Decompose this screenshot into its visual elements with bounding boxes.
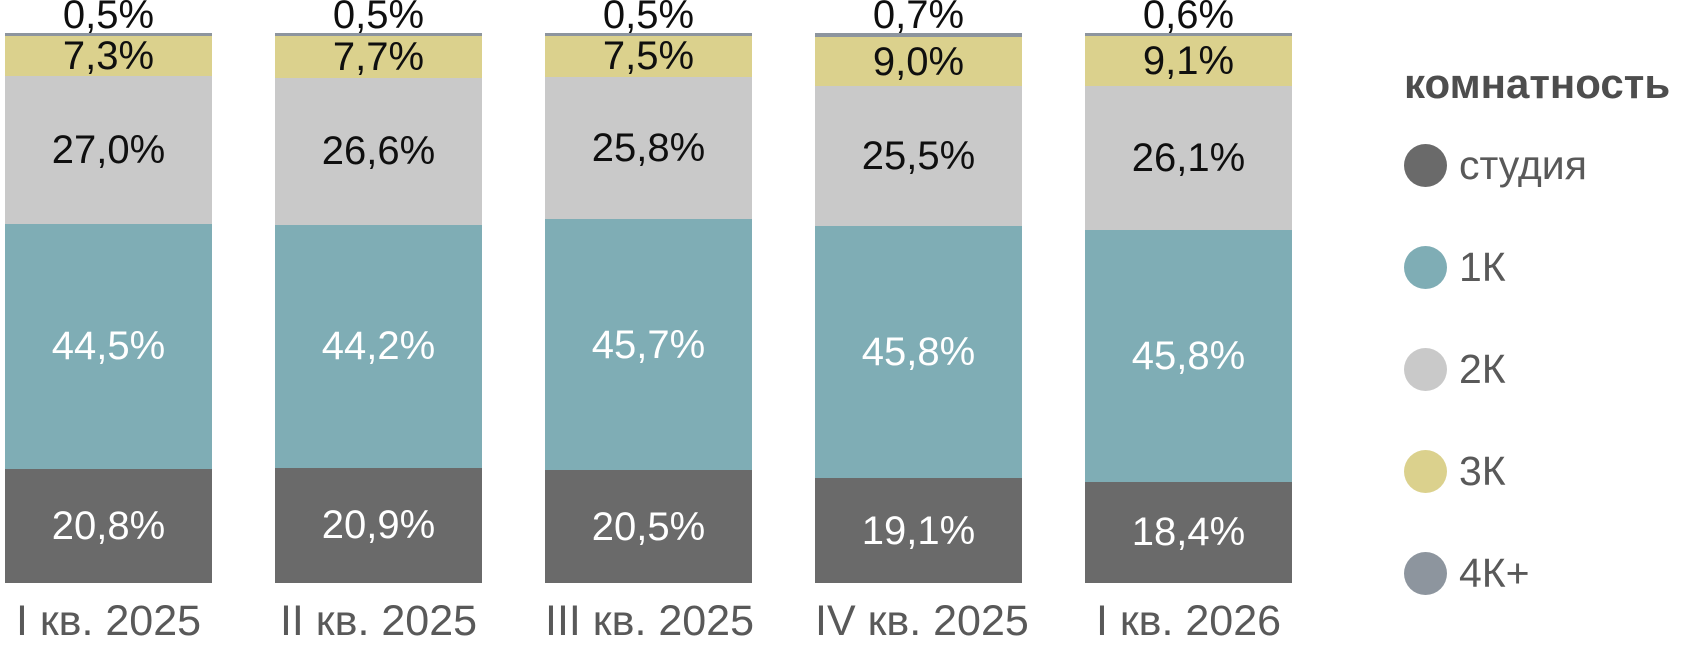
bar-stack: 7,5% 25,8% 45,7% 20,5% [545, 33, 752, 583]
segment-студия: 20,5% [545, 470, 752, 583]
segment-4К+ [815, 33, 1022, 37]
segment-4К+ [5, 33, 212, 36]
segment-3К: 7,5% [545, 34, 752, 79]
segment-label-above: 0,5% [332, 0, 425, 37]
bar-column: 0,5% 7,5% 25,8% 45,7% 20,5% III кв. 2025 [545, 0, 754, 646]
segment-value-label: 44,2% [321, 324, 436, 369]
segment-value-label: 9,0% [872, 39, 965, 84]
legend-item: 3К [1404, 447, 1692, 495]
segment-value-label: 20,8% [51, 503, 166, 548]
segment-value-label: 45,8% [861, 330, 976, 375]
legend-color-dot [1404, 347, 1447, 391]
legend-color-dot [1404, 449, 1447, 493]
segment-label-above: 0,7% [872, 0, 965, 37]
segment-value-label: 18,4% [1131, 510, 1246, 555]
legend: комнатность студия 1К 2К 3К 4К+ [1404, 60, 1692, 651]
segment-2К: 25,8% [545, 77, 752, 219]
segment-value-label: 27,0% [51, 128, 166, 173]
segment-value-label: 25,8% [591, 125, 706, 170]
segment-студия: 19,1% [815, 478, 1022, 583]
bar-column: 0,7% 9,0% 25,5% 45,8% 19,1% IV кв. 2025 [815, 0, 1029, 646]
legend-items: студия 1К 2К 3К 4К+ [1404, 141, 1692, 597]
segment-4К+ [545, 33, 752, 36]
legend-item-label: 2К [1459, 345, 1506, 392]
legend-item-label: 3К [1459, 447, 1506, 494]
x-axis-label: IV кв. 2025 [815, 597, 1029, 645]
segment-value-label: 45,8% [1131, 333, 1246, 378]
segment-2К: 27,0% [5, 75, 212, 225]
segment-value-label: 9,1% [1142, 39, 1235, 84]
segment-label-above: 0,5% [62, 0, 155, 37]
segment-2К: 26,6% [275, 78, 482, 225]
legend-item: 1К [1404, 243, 1692, 291]
segment-3К: 9,0% [815, 36, 1022, 87]
bar-stack: 7,3% 27,0% 44,5% 20,8% [5, 33, 212, 583]
bar-stack: 9,0% 25,5% 45,8% 19,1% [815, 33, 1022, 583]
segment-студия: 18,4% [1085, 481, 1292, 583]
segment-label-above: 0,5% [602, 0, 695, 37]
x-axis-label: I кв. 2026 [1095, 597, 1282, 645]
segment-value-label: 7,7% [332, 34, 425, 79]
segment-1К: 45,8% [815, 226, 1022, 479]
bar-column: 0,6% 9,1% 26,1% 45,8% 18,4% I кв. 2026 [1085, 0, 1292, 646]
segment-3К: 9,1% [1085, 36, 1292, 87]
segment-value-label: 7,3% [62, 33, 155, 78]
bar-stack: 9,1% 26,1% 45,8% 18,4% [1085, 33, 1292, 583]
segment-2К: 25,5% [815, 86, 1022, 227]
segment-value-label: 20,5% [591, 504, 706, 549]
segment-value-label: 26,1% [1131, 136, 1246, 181]
segment-1К: 44,2% [275, 224, 482, 468]
legend-color-dot [1404, 551, 1447, 595]
segment-4К+ [1085, 33, 1292, 37]
legend-item: 4К+ [1404, 549, 1692, 597]
segment-value-label: 19,1% [861, 508, 976, 553]
legend-item-label: студия [1459, 141, 1587, 188]
segment-3К: 7,3% [5, 33, 212, 78]
segment-3К: 7,7% [275, 34, 482, 79]
segment-1К: 44,5% [5, 224, 212, 469]
x-axis-label: III кв. 2025 [545, 597, 754, 645]
x-axis-label: II кв. 2025 [279, 597, 478, 645]
segment-студия: 20,9% [275, 467, 482, 583]
legend-item: 2К [1404, 345, 1692, 393]
bar-stack: 7,7% 26,6% 44,2% 20,9% [275, 33, 482, 583]
legend-color-dot [1404, 245, 1447, 289]
segment-value-label: 45,7% [591, 322, 706, 367]
segment-value-label: 25,5% [861, 134, 976, 179]
segment-1К: 45,8% [1085, 229, 1292, 482]
segment-4К+ [275, 33, 482, 36]
segment-1К: 45,7% [545, 218, 752, 471]
bar-column: 0,5% 7,3% 27,0% 44,5% 20,8% I кв. 2025 [5, 0, 212, 646]
bars-area: 0,5% 7,3% 27,0% 44,5% 20,8% I кв. 2025 0,5% 7,7… [5, 0, 1292, 646]
segment-2К: 26,1% [1085, 86, 1292, 230]
legend-title: комнатность [1404, 60, 1671, 107]
segment-value-label: 7,5% [602, 34, 695, 79]
segment-студия: 20,8% [5, 468, 212, 583]
bar-column: 0,5% 7,7% 26,6% 44,2% 20,9% II кв. 2025 [275, 0, 482, 646]
segment-value-label: 44,5% [51, 324, 166, 369]
x-axis-label: I кв. 2025 [15, 597, 202, 645]
segment-value-label: 26,6% [321, 129, 436, 174]
legend-item-label: 1К [1459, 243, 1506, 290]
segment-label-above: 0,6% [1142, 0, 1235, 37]
legend-color-dot [1404, 143, 1447, 187]
segment-value-label: 20,9% [321, 503, 436, 548]
legend-item: студия [1404, 141, 1692, 189]
legend-item-label: 4К+ [1459, 549, 1530, 596]
